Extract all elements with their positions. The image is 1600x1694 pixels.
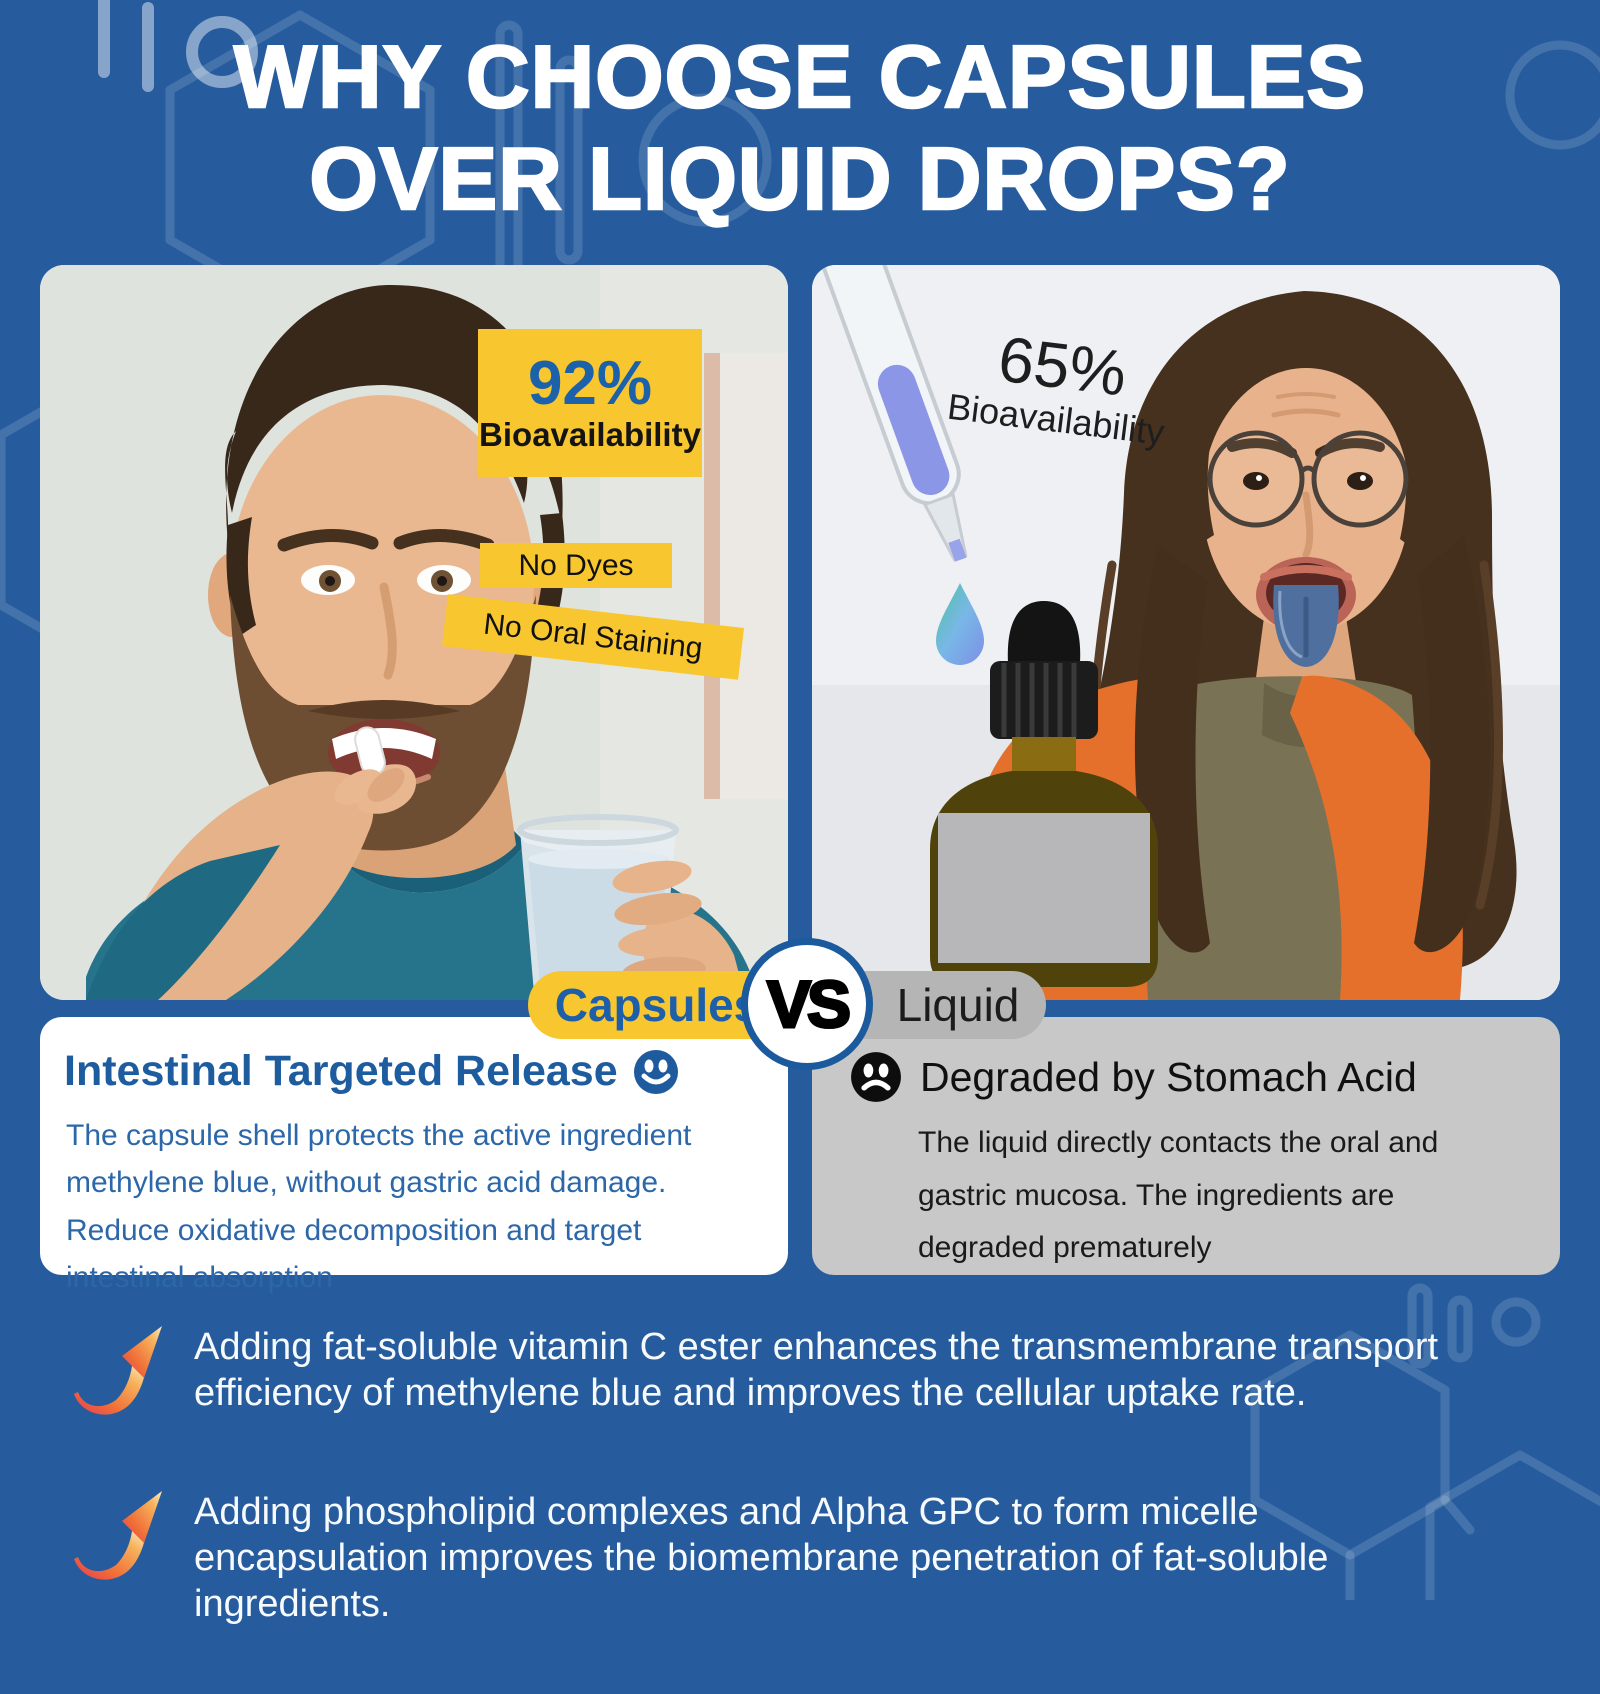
bullet-text: Adding phospholipid complexes and Alpha … bbox=[194, 1490, 1329, 1626]
dropper-icon bbox=[815, 265, 968, 562]
capsule-card-heading: Intestinal Targeted Release bbox=[64, 1047, 618, 1095]
capsule-card-body: The capsule shell protects the active in… bbox=[66, 1119, 692, 1295]
bioavailability-label: Bioavailability bbox=[479, 415, 701, 453]
capsule-photo-panel: 92% Bioavailability No Dyes No Oral Stai… bbox=[40, 265, 788, 1000]
liquid-drawback-card: Degraded by Stomach Acid The liquid dire… bbox=[812, 1017, 1560, 1275]
sad-face-icon bbox=[851, 1052, 901, 1102]
page-title: WHY CHOOSE CAPSULES OVER LIQUID DROPS? bbox=[0, 26, 1600, 230]
bioavailability-value: 92% bbox=[527, 348, 653, 418]
curved-up-arrow-icon bbox=[74, 1490, 162, 1580]
page-title-line1: WHY CHOOSE CAPSULES bbox=[233, 26, 1367, 128]
liquid-card-heading: Degraded by Stomach Acid bbox=[920, 1053, 1417, 1100]
no-dyes-tag: No Dyes bbox=[480, 543, 672, 588]
liquid-drop-icon bbox=[936, 583, 984, 665]
liquid-photo-panel: 65% Bioavailability bbox=[812, 265, 1560, 1000]
bullet-text: Adding fat-soluble vitamin C ester enhan… bbox=[194, 1326, 1439, 1415]
benefit-bullets: Adding fat-soluble vitamin C ester enhan… bbox=[72, 1318, 1542, 1694]
bottle-icon bbox=[930, 601, 1158, 987]
vs-label: VS bbox=[765, 966, 852, 1043]
woman-blue-tongue-illustration bbox=[812, 265, 1560, 1000]
vs-circle-badge: VS bbox=[741, 938, 873, 1070]
capsule-benefit-card: Intestinal Targeted Release The capsule … bbox=[40, 1017, 788, 1294]
page-title-line2: OVER LIQUID DROPS? bbox=[308, 128, 1291, 230]
curved-up-arrow-icon bbox=[74, 1326, 162, 1415]
liquid-card-body: The liquid directly contacts the oral an… bbox=[918, 1126, 1439, 1264]
bullet-item: Adding fat-soluble vitamin C ester enhan… bbox=[72, 1318, 1542, 1455]
smiley-face-icon bbox=[633, 1049, 678, 1094]
bioavailability-badge-capsules: 92% Bioavailability bbox=[478, 329, 702, 477]
bullet-item: Adding phospholipid complexes and Alpha … bbox=[72, 1483, 1542, 1666]
